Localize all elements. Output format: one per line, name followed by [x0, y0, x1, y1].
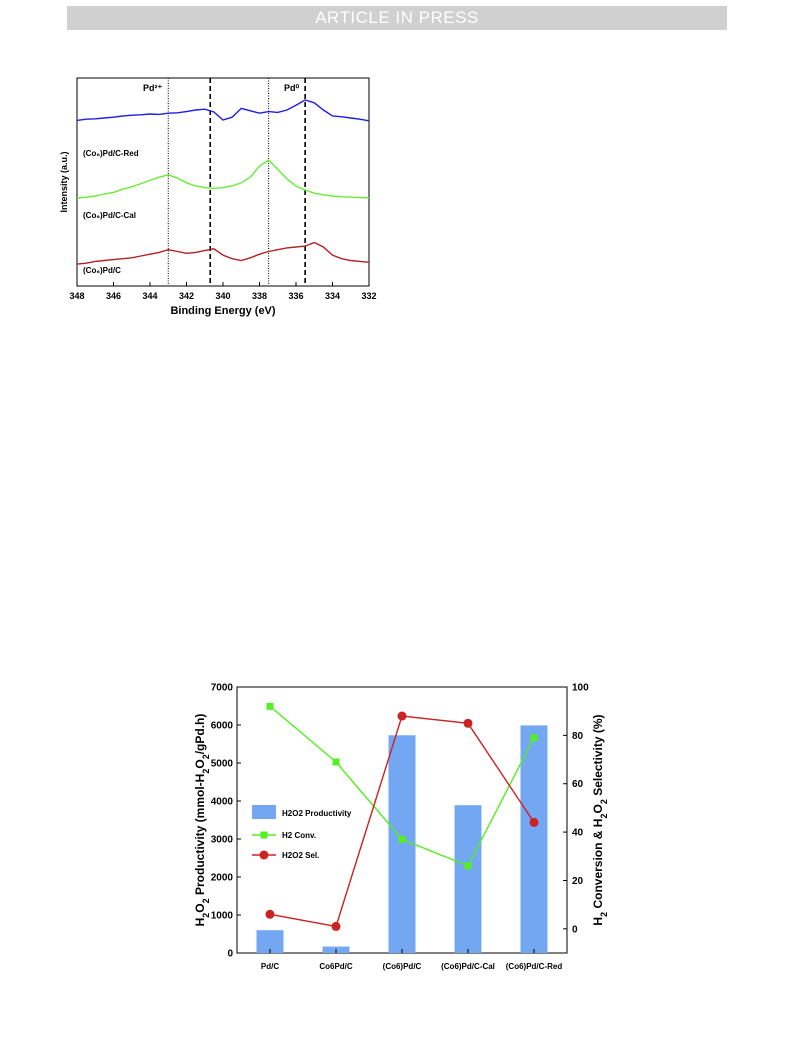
conversion-point [464, 862, 472, 870]
xps-x-tick-label: 336 [288, 291, 303, 301]
conversion-point [398, 835, 406, 843]
xps-x-tick-label: 338 [252, 291, 267, 301]
xps-x-ticks: 348 346 344 342 340 338 336 334 332 [69, 282, 377, 301]
productivity-combo-chart: 0 1000 2000 3000 4000 5000 6000 7000 0 20 40 60 80 1… [193, 683, 609, 972]
xps-series-label: (Co₆)Pd/C-Red [83, 149, 139, 158]
xps-x-axis-label: Binding Energy (eV) [170, 305, 275, 317]
left-axis-ticks: 0 1000 2000 3000 4000 5000 6000 7000 [211, 683, 241, 960]
conversion-selectivity-lines [265, 702, 539, 931]
left-tick-label: 4000 [211, 797, 234, 808]
axis-label-part: O [193, 759, 207, 768]
legend-sel-marker [259, 850, 269, 860]
productivity-bar [520, 725, 548, 953]
xps-x-tick-label: 332 [361, 291, 376, 301]
category-label: (Co6)Pd/C-Cal [441, 962, 495, 971]
xps-peak-marker-label: Pd²⁺ [143, 83, 162, 93]
xps-series-label: (Co₆)Pd/C [83, 266, 121, 275]
xps-x-tick-label: 342 [179, 291, 194, 301]
category-label: Co6Pd/C [319, 962, 353, 971]
axis-label-part: /gPd.h) [193, 714, 207, 755]
left-tick-label: 2000 [211, 873, 234, 884]
axis-label-part: H [591, 917, 605, 926]
axis-label-part: 2 [201, 898, 211, 903]
xps-x-tick-label: 348 [69, 291, 84, 301]
right-tick-label: 40 [572, 828, 584, 839]
axis-label-part: 2 [201, 913, 211, 918]
right-tick-label: 100 [572, 683, 589, 694]
conversion-point [266, 702, 274, 710]
xps-series-line [76, 241, 370, 265]
selectivity-point [463, 718, 473, 728]
left-axis-label: H2O2 Productivity (mmol-H2O2/gPd.h) [193, 714, 211, 927]
selectivity-point [529, 817, 539, 827]
legend-label: H2O2 Sel. [282, 851, 319, 860]
axis-label-part: H [193, 918, 207, 927]
xps-series-line [76, 99, 370, 122]
right-tick-label: 80 [572, 731, 584, 742]
productivity-bars [256, 725, 548, 953]
xps-series-line [76, 159, 370, 199]
selectivity-point [265, 909, 275, 919]
category-label: Pd/C [261, 962, 279, 971]
article-in-press-banner: ARTICLE IN PRESS [67, 6, 727, 30]
xps-x-tick-label: 334 [325, 291, 340, 301]
left-tick-label: 5000 [211, 759, 234, 770]
category-label: (Co6)Pd/C [383, 962, 422, 971]
xps-spectrum-chart: Pd²⁺ Pd⁰ 348 346 344 342 340 338 336 334 332 Bind… [59, 77, 377, 317]
left-tick-label: 7000 [211, 683, 234, 694]
left-tick-label: 1000 [211, 911, 234, 922]
productivity-bar [454, 805, 482, 953]
category-labels: Pd/C Co6Pd/C (Co6)Pd/C (Co6)Pd/C-Cal (Co6)Pd… [261, 949, 562, 971]
xps-x-tick-label: 346 [106, 291, 121, 301]
selectivity-point [331, 921, 341, 931]
axis-label-part: O [591, 804, 605, 813]
right-tick-label: 60 [572, 779, 584, 790]
right-axis-label: H2 Conversion & H2O2 Selectivity (%) [591, 714, 609, 925]
legend-conv-marker [260, 831, 268, 839]
axis-label-part: 2 [599, 912, 609, 917]
axis-label-part: 2 [599, 814, 609, 819]
conversion-point [332, 758, 340, 766]
axis-label-part: 2 [599, 799, 609, 804]
xps-series-labels: (Co₆)Pd/C-Red (Co₆)Pd/C-Cal (Co₆)Pd/C [83, 149, 139, 275]
axis-label-part: Productivity (mmol-H [193, 774, 207, 899]
left-tick-label: 0 [227, 949, 233, 960]
legend-label: H2O2 Productivity [282, 809, 352, 818]
xps-series-label: (Co₆)Pd/C-Cal [83, 211, 136, 220]
xps-y-axis-label: Intensity (a.u.) [59, 151, 69, 212]
right-axis-ticks: 0 20 40 60 80 100 [563, 683, 589, 935]
left-tick-label: 6000 [211, 721, 234, 732]
legend-label: H2 Conv. [282, 831, 316, 840]
xps-series-lines [76, 99, 370, 265]
legend-bar-swatch [252, 805, 276, 819]
conversion-point [530, 734, 538, 742]
axis-label-part: Selectivity (%) [591, 714, 605, 799]
right-tick-label: 20 [572, 876, 584, 887]
category-label: (Co6)Pd/C-Red [506, 962, 563, 971]
productivity-bar [256, 930, 284, 953]
xps-x-tick-label: 340 [215, 291, 230, 301]
right-tick-label: 0 [572, 924, 578, 935]
axis-label-part: Conversion & H [591, 819, 605, 912]
xps-peak-marker-label: Pd⁰ [284, 83, 300, 93]
axis-label-part: O [193, 903, 207, 912]
axis-label-part: 2 [201, 769, 211, 774]
axis-label-part: 2 [201, 754, 211, 759]
selectivity-point [397, 711, 407, 721]
left-tick-label: 3000 [211, 835, 234, 846]
productivity-bar [388, 735, 416, 953]
xps-x-tick-label: 344 [142, 291, 157, 301]
combo-legend: H2O2 Productivity H2 Conv. H2O2 Sel. [252, 805, 352, 860]
